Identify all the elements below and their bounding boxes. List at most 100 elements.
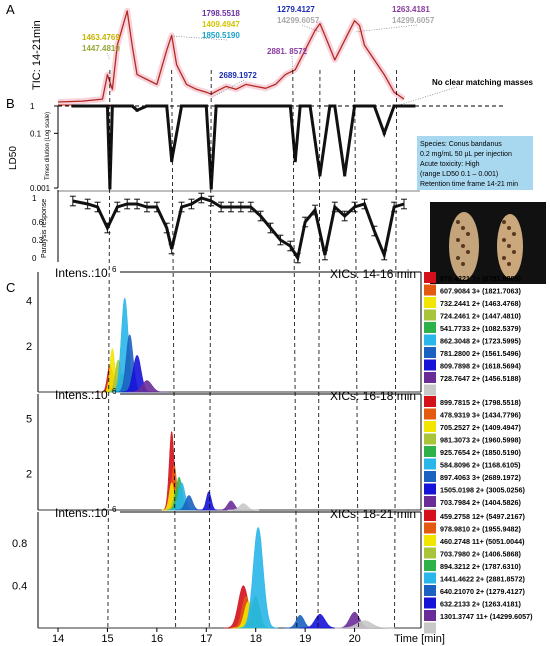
- xic-ytick-1-0: 5: [26, 414, 32, 426]
- legend-swatch-1-6: [424, 471, 436, 482]
- shell-spot-r-1: [507, 226, 511, 230]
- info-box-line-3: (range LD50 0.1 – 0.001): [420, 171, 498, 178]
- legend-swatch-0-8: [424, 372, 436, 383]
- guide-line-5: [354, 69, 359, 629]
- legend-swatch-2-8: [424, 610, 436, 621]
- xic-ytick-2-1: 0.4: [12, 581, 27, 593]
- legend-label-0-4: 541.7733 2+ (1082.5379): [440, 324, 522, 333]
- ld50-point-32: [372, 104, 376, 108]
- xic-ytick-2-0: 0.8: [12, 538, 27, 550]
- xtick-2: 16: [151, 633, 163, 645]
- shell-spot-l-1: [461, 226, 465, 230]
- tic-leader-4: [301, 24, 321, 33]
- xtick-6: 20: [349, 633, 361, 645]
- legend-label-2-3: 703.7980 2+ (1406.5868): [440, 550, 522, 559]
- info-box-line-4: Retention time frame 14-21 min: [420, 181, 518, 188]
- ld50-point-17: [214, 104, 218, 108]
- shell-spot-l-4: [461, 244, 465, 248]
- ld50-point-8: [135, 108, 139, 112]
- legend-label-1-5: 584.8096 2+ (1168.6105): [440, 461, 521, 470]
- ld50-point-16: [209, 186, 213, 190]
- legend-label-2-8: 1301.3747 11+ (14299.6057): [440, 612, 533, 621]
- legend-swatch-2-0: [424, 510, 436, 521]
- legend-label-2-7: 632.2133 2+ (1263.4181): [440, 600, 522, 609]
- ld50-point-3: [105, 104, 109, 108]
- guide-line-2: [208, 69, 212, 629]
- x-axis-label: Time [min]: [394, 633, 445, 645]
- ld50-point-36: [412, 104, 416, 108]
- ld50-point-13: [180, 104, 184, 108]
- ld50-point-27: [328, 104, 332, 108]
- ld50-point-21: [273, 104, 277, 108]
- legend-swatch-1-1: [424, 408, 436, 420]
- legend-swatch-1-8: [424, 496, 436, 507]
- legend-label-1-8: 703.7984 2+ (1404.5826): [440, 498, 522, 507]
- xtick-0: 14: [52, 633, 64, 645]
- ld50-point-25: [308, 104, 312, 108]
- tic-line: [57, 10, 405, 103]
- info-box-line-1: 0.2 mg/mL 50 µL per injection: [420, 151, 512, 158]
- tic-annotation-1-line-2: 1850.5190: [202, 31, 240, 40]
- guide-line-3: [292, 69, 298, 629]
- xic-ytick-0-1: 2: [26, 341, 32, 353]
- legend-swatch-extra-0-0: [424, 384, 436, 396]
- shell-spot-l-3: [456, 238, 460, 242]
- legend-swatch-1-7: [424, 483, 436, 495]
- legend-swatch-0-5: [424, 334, 436, 346]
- legend-label-2-4: 894.3212 2+ (1787.6310): [440, 562, 522, 571]
- tic-leader-5: [354, 24, 418, 33]
- ld50-point-2: [96, 104, 100, 108]
- xic-peak-2-9: [334, 620, 395, 629]
- xic-peak-1-9: [227, 503, 260, 511]
- ld50-ylabel-secondary: Times dilution (Log scale): [45, 112, 51, 180]
- shell-spot-r-5: [512, 250, 516, 254]
- xtick-4: 18: [250, 633, 262, 645]
- legend-swatch-2-6: [424, 585, 436, 596]
- ld50-point-1: [86, 104, 90, 108]
- legend-label-0-1: 607.9084 3+ (1821.7063): [440, 287, 522, 296]
- shell-spot-r-2: [512, 232, 516, 236]
- info-box-line-0: Species: Conus bandanus: [420, 141, 502, 148]
- ld50-point-15: [204, 104, 208, 108]
- ld50-ytick-1: 0.1: [30, 129, 42, 138]
- ld50-line: [72, 104, 414, 189]
- legend-label-0-7: 809.7898 2+ (1618.5694): [440, 362, 522, 371]
- ld50-point-31: [362, 104, 366, 108]
- legend-swatch-2-7: [424, 597, 436, 609]
- legend-swatch-2-1: [424, 522, 436, 534]
- legend-swatch-1-2: [424, 421, 436, 432]
- ld50-point-33: [382, 131, 386, 135]
- ld50-ylabel: LD50: [8, 146, 19, 170]
- legend-swatch-1-0: [424, 396, 436, 407]
- tic-leader-6: [398, 86, 458, 106]
- legend-label-0-8: 728.7647 2+ (1456.5188): [440, 374, 522, 383]
- cone-shell-photo: [430, 202, 546, 284]
- xic-intens-0: Intens.:10: [55, 266, 108, 280]
- xic-intens-exp-2: 6: [112, 505, 117, 514]
- ld50-point-0: [71, 104, 75, 108]
- tic-annotation-1-line-1: 1409.4947: [202, 20, 240, 29]
- legend-label-0-0: 970.4221 7+ (6781.8885): [440, 274, 522, 283]
- legend-swatch-2-4: [424, 560, 436, 571]
- legend-swatch-0-7: [424, 359, 436, 371]
- xic-title-1: XICs: 16-18 min: [330, 389, 416, 403]
- xic-peak-1-6: [175, 495, 203, 511]
- legend-swatch-0-1: [424, 284, 436, 296]
- ld50-point-11: [165, 104, 169, 108]
- tic-ylabel: TIC: 14-21min: [31, 20, 43, 90]
- legend-swatch-extra-2-0: [424, 622, 436, 634]
- legend-label-0-3: 724.2461 2+ (1447.4810): [440, 312, 522, 321]
- tic-annotation-2-line-0: 2689.1972: [219, 71, 257, 80]
- ld50-point-9: [145, 104, 149, 108]
- legend-swatch-2-3: [424, 547, 436, 559]
- xic-peak-2-7: [300, 613, 340, 629]
- xic-peak-1-7: [198, 491, 219, 511]
- legend-label-0-6: 781.2800 2+ (1561.5496): [440, 349, 522, 358]
- legend-swatch-0-3: [424, 309, 436, 321]
- ld50-point-7: [130, 104, 134, 108]
- panel-letter-b: B: [6, 96, 15, 111]
- xic-intens-2: Intens.:10: [55, 506, 108, 520]
- tic-annotation-1-line-0: 1798.5518: [202, 9, 240, 18]
- legend-label-1-1: 478.9319 3+ (1434.7796): [440, 411, 522, 420]
